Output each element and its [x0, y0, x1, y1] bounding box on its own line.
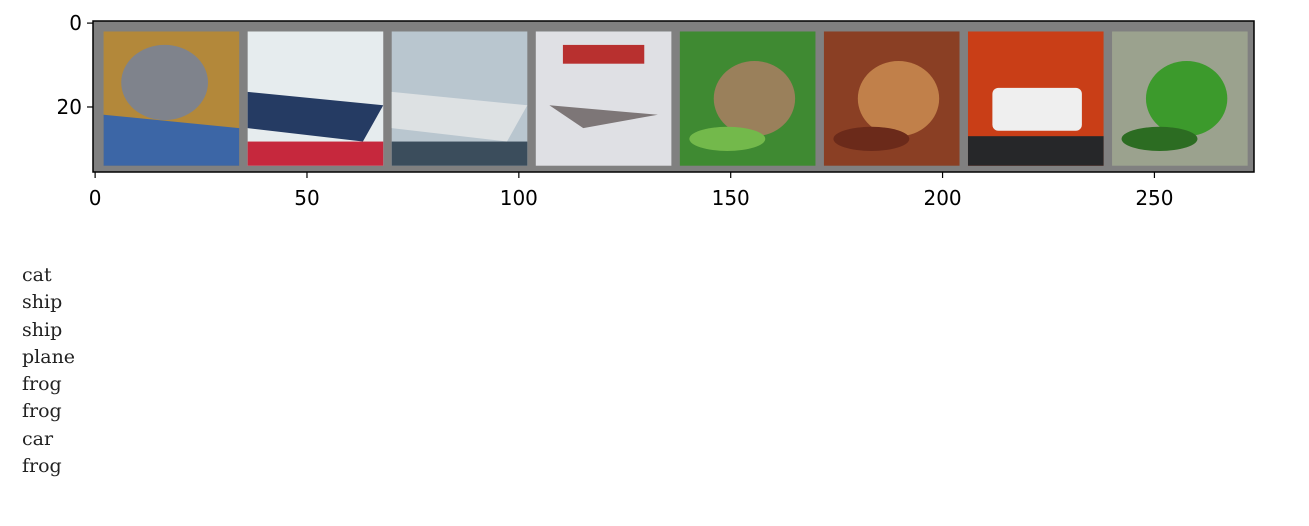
output-line: frog [22, 400, 62, 423]
leaf-shape [833, 126, 910, 151]
output-line: car [22, 427, 54, 450]
image-cell-frog [679, 31, 816, 166]
image-cell-ship [391, 31, 528, 166]
poster-text-shape [562, 44, 645, 64]
x-tick-label: 150 [712, 186, 750, 210]
road-shape [967, 136, 1104, 166]
image-grid-figure: 0 50 100 150 200 250 0 20 [57, 11, 1255, 210]
output-line: frog [22, 373, 62, 396]
x-tick-label: 250 [1135, 186, 1173, 210]
image-cell-frog [823, 31, 960, 166]
blanket-shape [103, 114, 240, 166]
frog-shape [713, 61, 796, 137]
output-log: cat ship ship plane frog frog car frog [22, 262, 75, 480]
ship-hull-shape [391, 91, 528, 142]
image-cell-plane [535, 31, 672, 166]
image-cells [103, 31, 1248, 166]
leaf-shape [1121, 126, 1198, 151]
ship-hull-shape [247, 91, 384, 142]
image-cell-ship [247, 31, 384, 166]
plane-shape [549, 105, 658, 129]
car-body-shape [992, 87, 1082, 131]
y-axis: 0 20 [57, 11, 93, 119]
frog-shape [857, 61, 940, 137]
y-tick-label: 20 [57, 95, 82, 119]
x-tick-label: 50 [294, 186, 319, 210]
leaf-shape [689, 126, 766, 151]
output-line: ship [22, 291, 63, 314]
plot-border [92, 20, 1255, 173]
output-line: frog [22, 455, 62, 478]
x-axis: 0 50 100 150 200 250 [89, 172, 1174, 210]
image-cell-cat [103, 31, 240, 166]
output-line: cat [22, 264, 52, 286]
x-tick-label: 0 [89, 186, 102, 210]
image-cell-car [967, 31, 1104, 166]
output-line: plane [22, 345, 76, 368]
output-line: ship [22, 318, 63, 341]
x-tick-label: 200 [923, 186, 961, 210]
water-shape [391, 141, 528, 166]
y-tick-label: 0 [69, 11, 82, 35]
cat-shape [121, 44, 208, 121]
image-cell-frog [1112, 31, 1248, 166]
water-shape [247, 141, 384, 166]
x-tick-label: 100 [500, 186, 538, 210]
frog-shape [1145, 61, 1228, 137]
